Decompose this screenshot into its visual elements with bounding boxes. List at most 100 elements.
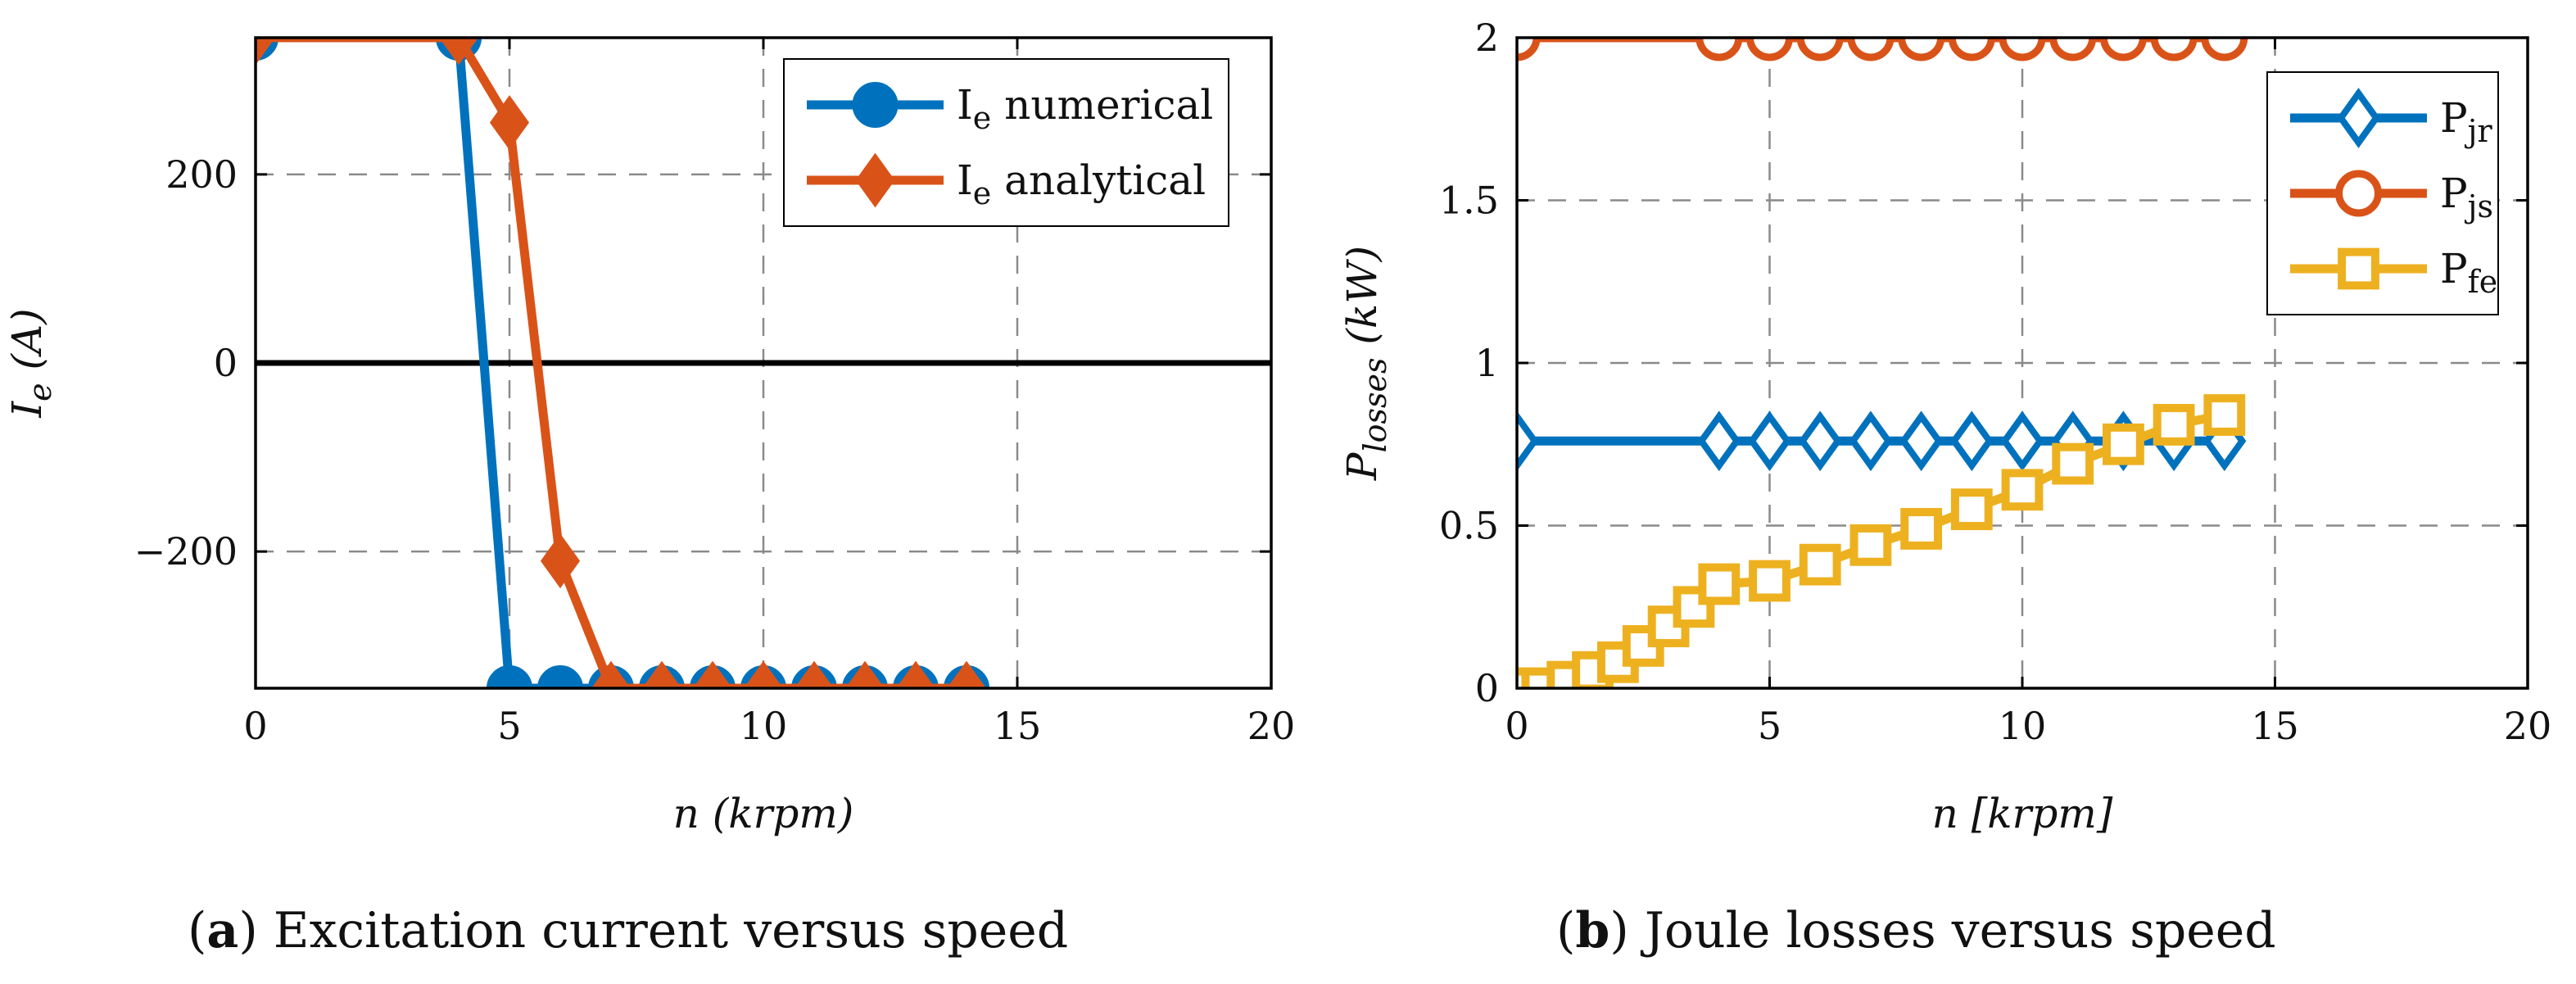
y-axis-label-sub: e [22,383,58,401]
x-axis-label: n [krpm] [1932,790,2113,837]
data-point [946,660,987,688]
caption-open-paren: ( [1556,902,1575,959]
legend-box [783,58,1229,227]
y-axis-label: Ie (A) [3,308,58,418]
caption-close-paren: ) [1609,902,1644,959]
y-tick-label-1: 0 [214,341,238,385]
legend-label-rest: analytical [991,156,1206,204]
data-point [692,660,733,688]
y-tick-label-2: 1 [1475,341,1499,385]
caption: (a) Excitation current versus speed [188,902,1068,959]
data-point [1849,524,1892,566]
data-point [1999,38,2046,61]
data-point [1697,410,1741,472]
x-tick-label-4: 20 [1247,704,1296,748]
caption-text: Excitation current versus speed [274,902,1068,959]
x-tick-label-0: 0 [1505,704,1528,748]
legend-label: Pjs [2440,170,2493,224]
x-tick-label-3: 15 [994,704,1042,748]
y-tick-label-0: −200 [134,529,238,574]
data-point [1798,410,1842,472]
legend-label: Pjr [2440,94,2492,149]
legend-label-main: P [2440,94,2468,142]
data-point [641,660,682,688]
data-point [1949,410,1994,472]
legend-label-rest: numerical [991,81,1213,129]
legend-label-main: P [2440,170,2468,217]
legend-label-sub: e [973,175,992,211]
y-axis-label: Plosses (kW) [1338,246,1393,481]
legend-marker [2336,88,2381,148]
data-point [537,665,583,688]
series-line [256,38,971,688]
caption: (b) Joule losses versus speed [1556,902,2276,959]
data-point [1747,410,1792,472]
data-point [540,533,581,589]
data-point [1899,410,1944,472]
data-point [2049,38,2097,61]
data-point [1847,38,1895,61]
legend-label-sub: js [2465,188,2493,224]
data-point [895,660,936,688]
series-pjs [1517,38,2248,61]
x-axis-label: n (krpm) [673,790,854,837]
data-point [2103,423,2144,465]
data-point [489,95,530,150]
data-point [2153,404,2195,446]
legend-label: Ie analytical [957,156,1206,211]
x-tick-label-4: 20 [2504,704,2552,748]
y-tick-label-2: 200 [165,152,238,197]
legend-marker [855,152,895,208]
data-point [2201,38,2248,61]
data-point [1746,38,1793,61]
data-point [1695,38,1743,61]
data-point [2203,394,2246,436]
data-point [1749,560,1791,602]
y-tick-label-3: 1.5 [1439,179,1499,223]
data-point [1849,410,1893,472]
data-point [1517,410,1539,472]
data-point [743,660,784,688]
legend-marker [852,82,899,128]
legend-marker [2338,247,2379,290]
data-point [1948,38,1995,61]
data-point [2000,410,2044,472]
data-point [844,660,885,688]
legend-label-sub: fe [2468,264,2498,300]
data-point [591,660,632,688]
y-axis-label-unit: (A) [3,308,51,383]
data-point [1698,563,1741,605]
data-point [2052,442,2094,485]
data-point [1898,38,1945,61]
y-tick-label-0: 0 [1475,666,1499,710]
y-tick-label-4: 2 [1475,16,1499,60]
series-ie-analytical [256,38,987,688]
data-point [1799,543,1841,586]
legend-label: Pfe [2440,245,2497,300]
legend-label-sub: jr [2465,113,2493,149]
data-point [256,38,276,66]
legend-label: Ie numerical [957,81,1213,136]
caption-letter: a [206,902,238,959]
x-tick-label-1: 5 [497,704,521,748]
x-tick-label-3: 15 [2251,704,2299,748]
x-tick-label-2: 10 [1999,704,2047,748]
data-point [1517,38,1541,61]
legend-label-main: I [957,156,973,204]
data-point [487,665,532,688]
legend-label-main: I [957,81,973,129]
data-point [2001,469,2044,511]
caption-close-paren: ) [238,902,273,959]
data-point [2150,38,2198,61]
x-tick-label-0: 0 [243,704,267,748]
data-point [2099,38,2147,61]
data-point [1796,38,1844,61]
data-point [1950,488,1993,531]
data-point [794,660,835,688]
caption-text: Joule losses versus speed [1640,902,2276,959]
legend-marker [2335,170,2382,217]
